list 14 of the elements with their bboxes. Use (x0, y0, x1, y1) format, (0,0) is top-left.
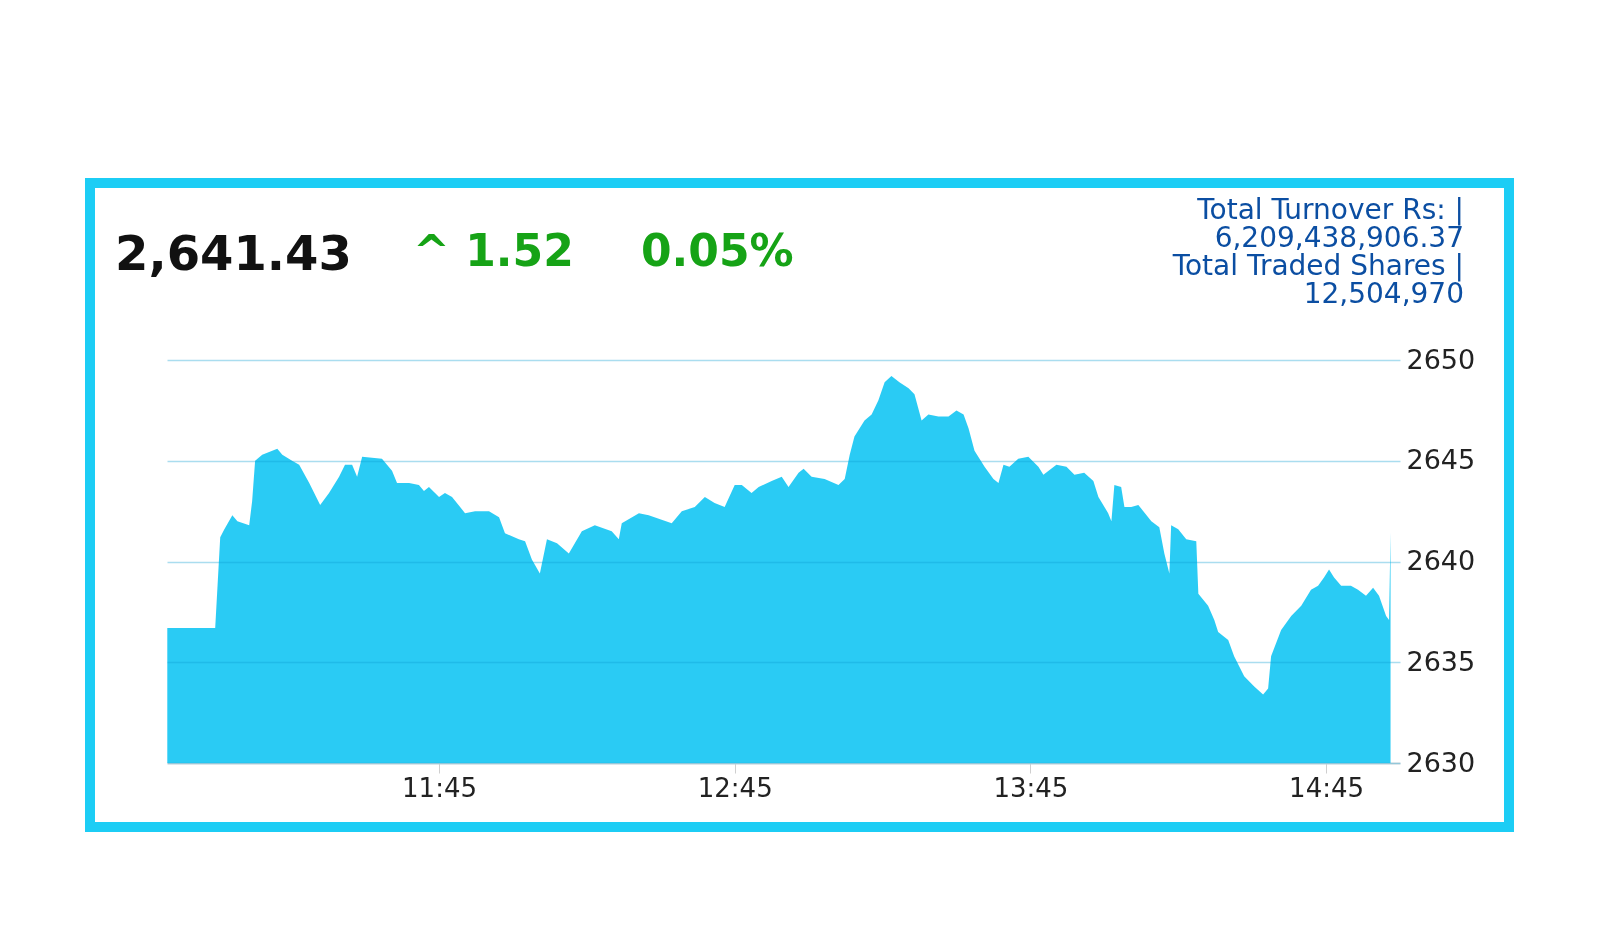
x-tick-label: 11:45 (402, 772, 477, 803)
y-tick-label: 2645 (1406, 444, 1476, 476)
y-tick-label: 2650 (1406, 343, 1476, 375)
text: ^ 1.52 (413, 225, 574, 276)
text: Total Turnover Rs: | (1196, 193, 1464, 226)
chart-title: 2,641.43 (115, 225, 352, 281)
text: 0.05% (641, 225, 794, 276)
text: Total Traded Shares | (1171, 249, 1464, 282)
x-tick-label: 14:45 (1289, 772, 1365, 803)
y-tick-label: 2635 (1406, 645, 1476, 677)
y-tick-label: 2640 (1406, 545, 1476, 576)
x-tick-label: 13:45 (993, 772, 1069, 803)
x-tick-label: 12:45 (697, 772, 773, 803)
y-tick-label: 2630 (1406, 746, 1476, 778)
